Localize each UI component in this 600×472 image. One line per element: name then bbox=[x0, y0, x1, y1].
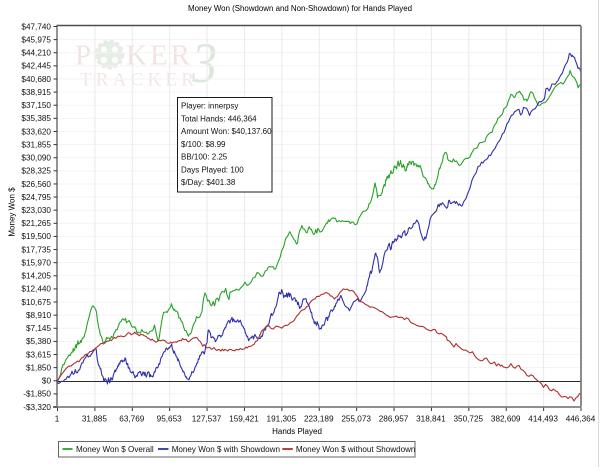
svg-text:$24,795: $24,795 bbox=[21, 193, 51, 202]
svg-text:$3,615: $3,615 bbox=[26, 350, 51, 359]
svg-text:191,305: 191,305 bbox=[267, 415, 297, 424]
svg-text:$12,440: $12,440 bbox=[21, 285, 51, 294]
svg-text:$/Day: $401.38: $/Day: $401.38 bbox=[181, 178, 236, 187]
svg-text:Money Won $ Overall: Money Won $ Overall bbox=[76, 445, 154, 454]
svg-text:BB/100: 2.25: BB/100: 2.25 bbox=[181, 153, 228, 162]
svg-text:$28,325: $28,325 bbox=[21, 167, 51, 176]
svg-text:$37,150: $37,150 bbox=[21, 101, 51, 110]
svg-text:414,493: 414,493 bbox=[528, 415, 558, 424]
svg-text:TRACKER: TRACKER bbox=[80, 70, 198, 91]
svg-text:$42,445: $42,445 bbox=[21, 62, 51, 71]
svg-text:$0: $0 bbox=[42, 377, 52, 386]
svg-text:63,769: 63,769 bbox=[119, 415, 144, 424]
svg-text:$5,380: $5,380 bbox=[26, 337, 51, 346]
svg-text:$19,500: $19,500 bbox=[21, 232, 51, 241]
svg-text:-$3,320: -$3,320 bbox=[23, 403, 51, 412]
svg-text:Money Won $ without Showdown: Money Won $ without Showdown bbox=[296, 445, 416, 454]
svg-text:127,537: 127,537 bbox=[192, 415, 222, 424]
svg-text:KER: KER bbox=[126, 40, 193, 72]
svg-text:Money Won $ with Showdown: Money Won $ with Showdown bbox=[172, 445, 280, 454]
svg-text:Total Hands: 446,364: Total Hands: 446,364 bbox=[181, 114, 257, 123]
svg-text:Player: innerpsy: Player: innerpsy bbox=[181, 102, 238, 111]
svg-text:$31,855: $31,855 bbox=[21, 140, 51, 149]
svg-text:$33,620: $33,620 bbox=[21, 127, 51, 136]
svg-text:Days Played: 100: Days Played: 100 bbox=[181, 165, 244, 174]
svg-text:$35,385: $35,385 bbox=[21, 114, 51, 123]
svg-text:350,725: 350,725 bbox=[454, 415, 484, 424]
svg-text:Amount Won: $40,137.60: Amount Won: $40,137.60 bbox=[181, 127, 272, 136]
svg-text:31,885: 31,885 bbox=[82, 415, 107, 424]
svg-text:3: 3 bbox=[191, 31, 217, 95]
svg-text:$17,735: $17,735 bbox=[21, 245, 51, 254]
svg-text:$47,740: $47,740 bbox=[21, 22, 51, 31]
svg-text:$10,675: $10,675 bbox=[21, 298, 51, 307]
svg-text:-$1,850: -$1,850 bbox=[23, 390, 51, 399]
svg-text:$15,970: $15,970 bbox=[21, 258, 51, 267]
svg-text:$/100: $8.99: $/100: $8.99 bbox=[181, 140, 226, 149]
svg-text:1: 1 bbox=[55, 415, 60, 424]
svg-text:$26,560: $26,560 bbox=[21, 180, 51, 189]
svg-text:159,421: 159,421 bbox=[229, 415, 259, 424]
svg-text:Money Won (Showdown and Non-Sh: Money Won (Showdown and Non-Showdown) fo… bbox=[188, 4, 412, 13]
svg-text:$40,680: $40,680 bbox=[21, 75, 51, 84]
svg-text:382,609: 382,609 bbox=[491, 415, 521, 424]
svg-text:$30,090: $30,090 bbox=[21, 154, 51, 163]
svg-text:$1,850: $1,850 bbox=[26, 363, 51, 372]
svg-text:$14,205: $14,205 bbox=[21, 272, 51, 281]
svg-text:P: P bbox=[75, 40, 91, 72]
svg-text:$23,030: $23,030 bbox=[21, 206, 51, 215]
svg-text:95,653: 95,653 bbox=[157, 415, 182, 424]
svg-text:$45,975: $45,975 bbox=[21, 35, 51, 44]
svg-text:$38,915: $38,915 bbox=[21, 88, 51, 97]
svg-text:$8,910: $8,910 bbox=[26, 311, 51, 320]
svg-text:$44,210: $44,210 bbox=[21, 49, 51, 58]
svg-text:223,189: 223,189 bbox=[304, 415, 334, 424]
svg-text:318,841: 318,841 bbox=[416, 415, 446, 424]
svg-text:446,364: 446,364 bbox=[566, 415, 596, 424]
svg-text:286,957: 286,957 bbox=[379, 415, 409, 424]
svg-text:255,073: 255,073 bbox=[341, 415, 371, 424]
svg-text:Money Won $: Money Won $ bbox=[8, 187, 17, 237]
svg-text:$21,265: $21,265 bbox=[21, 219, 51, 228]
svg-text:Hands Played: Hands Played bbox=[272, 427, 322, 436]
svg-text:$7,145: $7,145 bbox=[26, 324, 51, 333]
